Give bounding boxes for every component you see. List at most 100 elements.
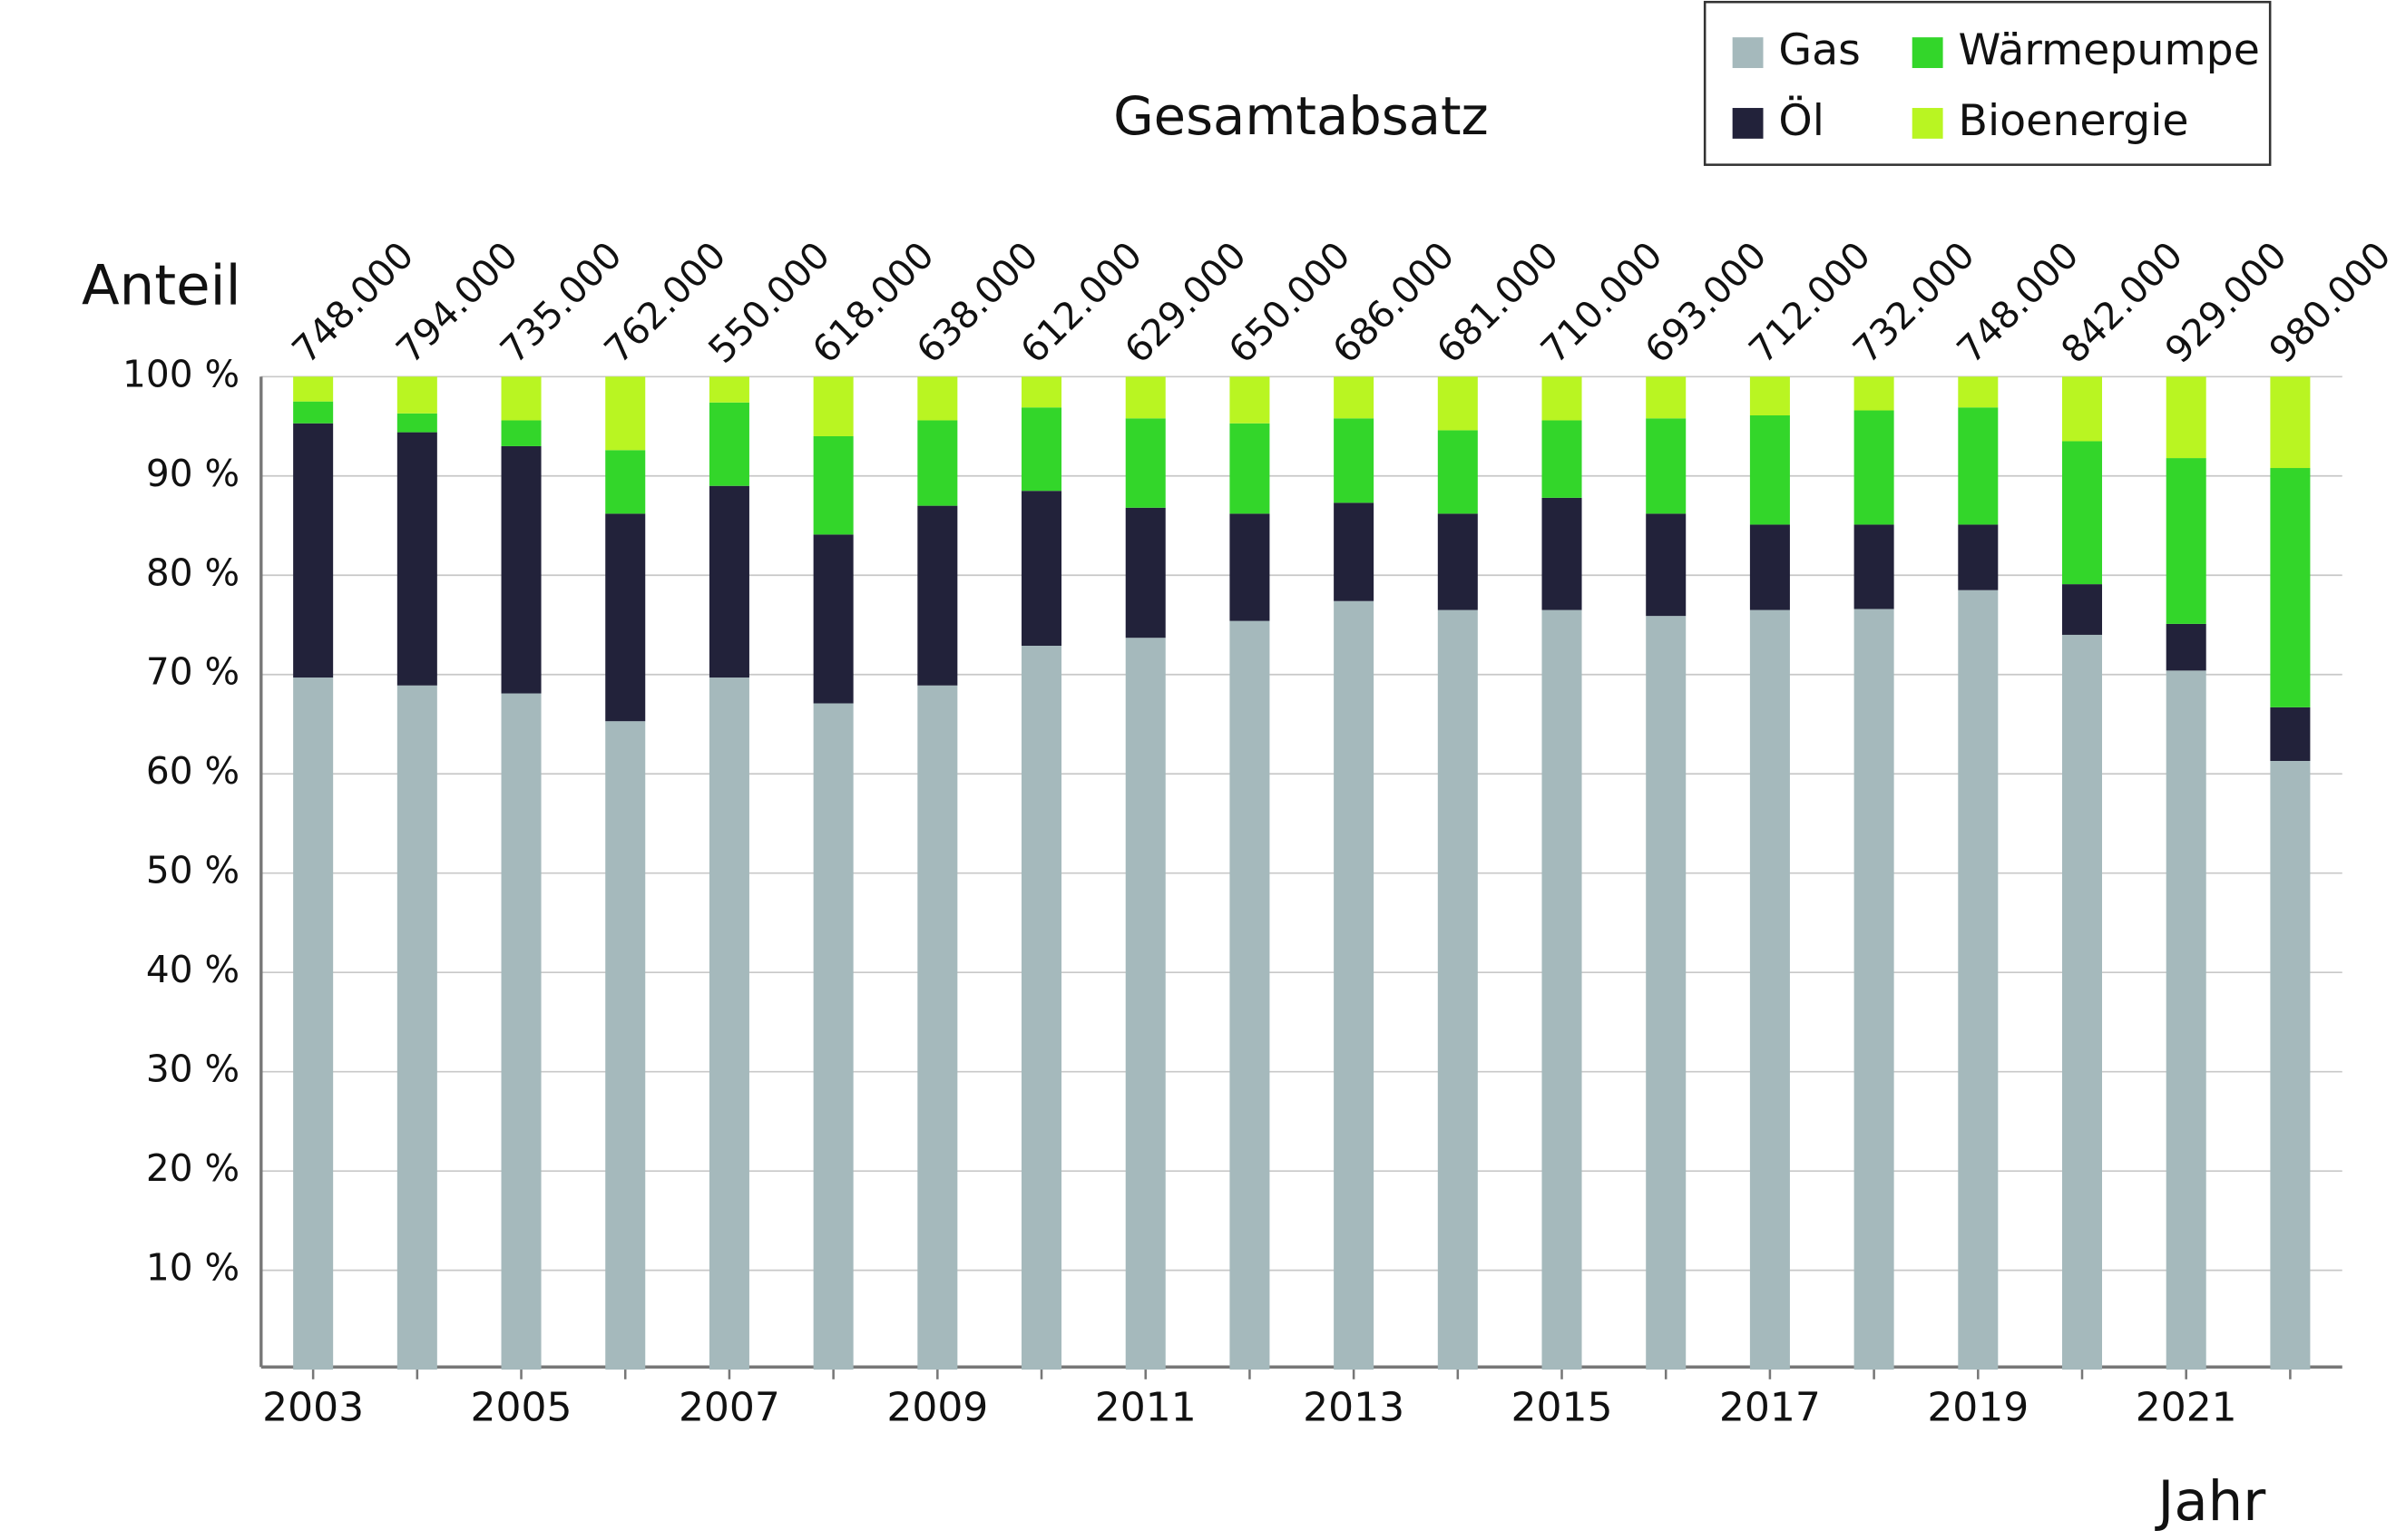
bar-segment xyxy=(293,423,334,678)
bar-segment xyxy=(1229,423,1270,514)
bar-segment xyxy=(1125,507,1166,638)
bar-segment xyxy=(396,685,437,1370)
x-tick-label: 2005 xyxy=(471,1385,572,1431)
x-tick-label: 2009 xyxy=(886,1385,988,1431)
y-tick-label: 50 % xyxy=(146,849,240,892)
bar-segment xyxy=(605,376,646,451)
bar-segment xyxy=(1334,502,1374,601)
bar-segment xyxy=(1437,609,1478,1370)
legend-swatch xyxy=(1732,37,1764,69)
bar-segment xyxy=(917,505,958,686)
legend-swatch xyxy=(1912,37,1943,69)
bar-segment xyxy=(1749,524,1790,610)
bar-segment xyxy=(2061,376,2103,442)
bar-segment xyxy=(1125,638,1166,1370)
legend-label: Wärmepumpe xyxy=(1959,25,2260,75)
x-tick-label: 2021 xyxy=(2136,1385,2237,1431)
x-tick-label: 2007 xyxy=(679,1385,780,1431)
bar-segment xyxy=(1334,600,1374,1370)
bar-segment xyxy=(396,376,437,414)
x-tick-label: 2003 xyxy=(262,1385,364,1431)
legend-swatch xyxy=(1732,108,1764,139)
bar-segment xyxy=(1022,491,1062,646)
legend-swatch xyxy=(1912,108,1943,139)
y-tick-label: 30 % xyxy=(146,1048,240,1091)
bar-segment xyxy=(813,435,854,535)
bar-segment xyxy=(1125,418,1166,508)
bar-segment xyxy=(501,693,542,1370)
bar-segment xyxy=(293,401,334,424)
bar-segment xyxy=(1958,407,1999,525)
bar-segment xyxy=(709,376,749,403)
bar-segment xyxy=(1646,376,1687,419)
bar-segment xyxy=(1646,418,1687,514)
bar-segment xyxy=(396,413,437,433)
bar-segment xyxy=(2270,468,2311,707)
bar-segment xyxy=(2061,441,2103,585)
x-tick-label: 2011 xyxy=(1095,1385,1197,1431)
x-tick-label: 2013 xyxy=(1303,1385,1404,1431)
bar-segment xyxy=(1646,616,1687,1370)
bar-segment xyxy=(1437,430,1478,514)
bar-segment xyxy=(1229,376,1270,424)
bar-segment xyxy=(813,703,854,1370)
bar-segment xyxy=(2061,584,2103,635)
bar-segment xyxy=(1646,513,1687,617)
bar-segment xyxy=(1541,376,1582,421)
legend-label: Öl xyxy=(1778,95,1824,146)
x-tick-label: 2019 xyxy=(1927,1385,2029,1431)
bar-segment xyxy=(1853,609,1894,1370)
bar-segment xyxy=(293,677,334,1370)
bar-segment xyxy=(501,445,542,694)
bar-segment xyxy=(2270,707,2311,761)
bar-segment xyxy=(605,513,646,722)
bar-segment xyxy=(1437,513,1478,610)
bar-segment xyxy=(1229,513,1270,621)
bar-segment xyxy=(1541,420,1582,498)
y-tick-label: 60 % xyxy=(146,749,240,793)
y-tick-label: 20 % xyxy=(146,1146,240,1190)
bar-segment xyxy=(605,450,646,514)
bar-segment xyxy=(1022,376,1062,408)
bar-segment xyxy=(1958,524,1999,590)
bar-segment xyxy=(1334,376,1374,419)
bar-segment xyxy=(2270,760,2311,1370)
bar-segment xyxy=(813,534,854,704)
bar-segment xyxy=(709,402,749,486)
bar-segment xyxy=(1022,645,1062,1370)
legend-box xyxy=(1703,0,2272,166)
bar-segment xyxy=(2166,458,2206,624)
bar-segment xyxy=(1749,414,1790,525)
y-tick-label: 10 % xyxy=(146,1246,240,1290)
bar-segment xyxy=(1541,609,1582,1370)
bar-segment xyxy=(1125,376,1166,419)
chart-title: Gesamtabsatz xyxy=(1113,86,1489,147)
y-tick-label: 100 % xyxy=(122,352,240,395)
bar-segment xyxy=(501,420,542,446)
bar-segment xyxy=(396,432,437,686)
bar-segment xyxy=(813,376,854,436)
bar-segment xyxy=(709,677,749,1370)
bar-segment xyxy=(917,376,958,421)
x-axis-label: Jahr xyxy=(2154,1469,2266,1534)
bar-segment xyxy=(2061,634,2103,1370)
y-tick-label: 80 % xyxy=(146,551,240,594)
bar-segment xyxy=(1958,590,1999,1370)
bar-segment xyxy=(1229,620,1270,1370)
x-tick-label: 2015 xyxy=(1511,1385,1613,1431)
bar-segment xyxy=(1749,376,1790,415)
bar-segment xyxy=(1853,376,1894,411)
legend-label: Gas xyxy=(1778,25,1860,75)
bar-segment xyxy=(917,420,958,506)
bar-segment xyxy=(1958,376,1999,408)
bar-segment xyxy=(1437,376,1478,431)
y-axis-label: Anteil xyxy=(82,253,241,317)
bar-segment xyxy=(605,721,646,1370)
bar-segment xyxy=(2166,623,2206,671)
bar-segment xyxy=(1334,418,1374,503)
bar-segment xyxy=(1749,609,1790,1370)
y-tick-label: 90 % xyxy=(146,452,240,495)
bar-segment xyxy=(709,485,749,678)
x-tick-label: 2017 xyxy=(1719,1385,1821,1431)
